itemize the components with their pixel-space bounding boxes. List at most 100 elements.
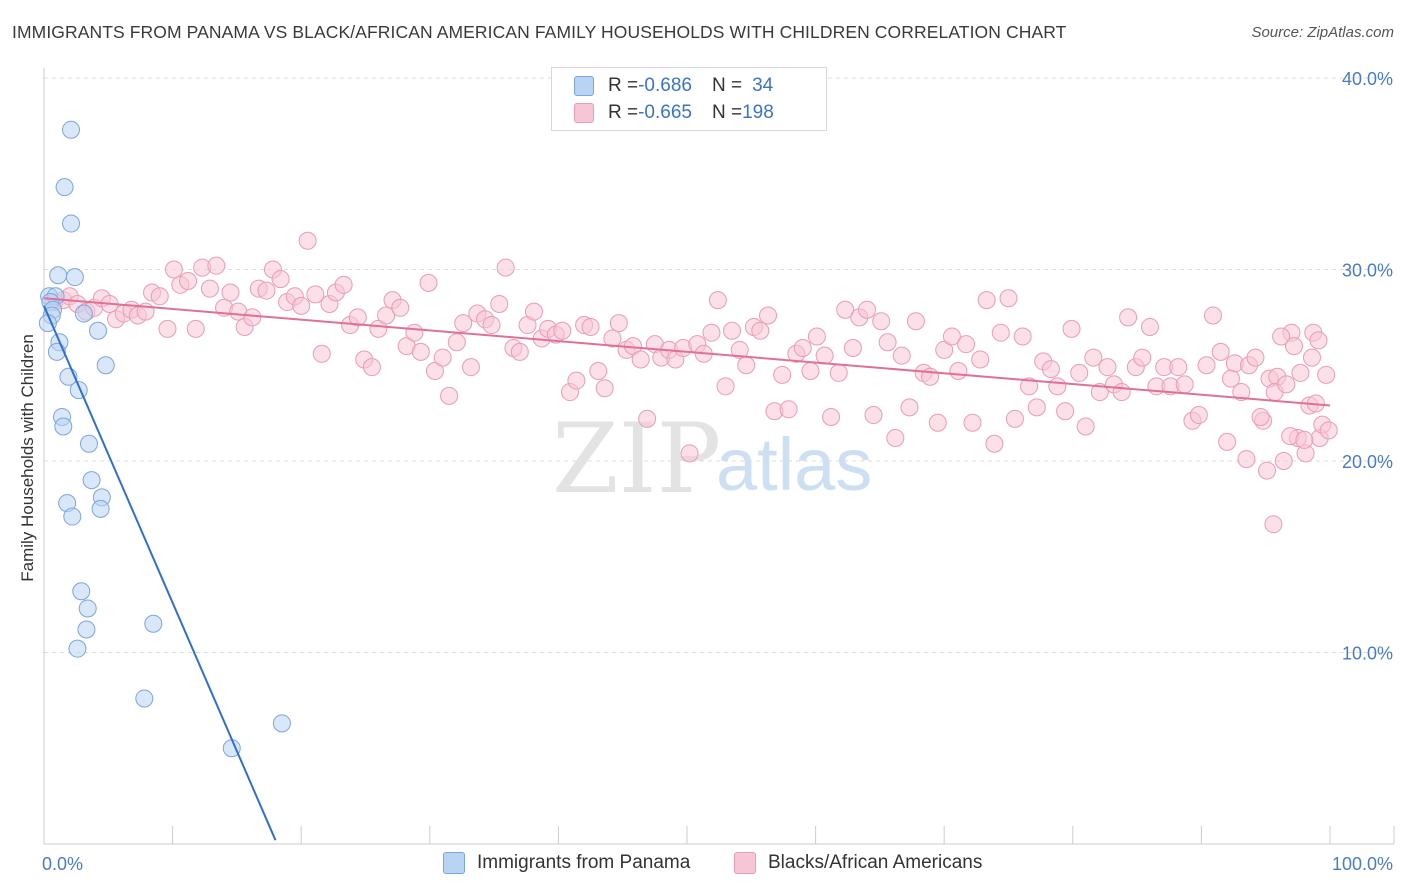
- data-point: [751, 321, 770, 340]
- data-point: [1319, 421, 1338, 440]
- data-point: [65, 268, 84, 287]
- data-point: [1020, 377, 1039, 396]
- data-point: [1274, 452, 1293, 470]
- data-point: [164, 260, 183, 279]
- data-point: [609, 314, 628, 333]
- data-point: [510, 342, 529, 361]
- chart-source: Source: ZipAtlas.com: [1251, 24, 1394, 41]
- data-point: [62, 214, 81, 233]
- data-point: [822, 407, 841, 426]
- bottom-legend-black: Blacks/African Americans: [734, 852, 982, 874]
- data-point: [369, 319, 388, 338]
- data-point: [1251, 407, 1270, 426]
- data-point: [553, 321, 572, 340]
- data-point: [391, 298, 410, 317]
- legend-r-label: R =: [608, 102, 639, 123]
- data-point: [949, 361, 968, 380]
- data-point: [1232, 383, 1251, 402]
- data-point: [872, 312, 891, 331]
- data-point: [1048, 377, 1067, 396]
- data-point: [581, 317, 600, 336]
- data-point: [1197, 356, 1216, 375]
- data-point: [1169, 358, 1188, 377]
- data-point: [1203, 306, 1222, 325]
- data-point: [603, 329, 622, 348]
- data-point: [935, 340, 954, 359]
- legend-n-label: N =: [711, 102, 743, 123]
- data-point: [928, 413, 947, 432]
- y-tick-label: 20.0%: [1342, 452, 1393, 472]
- data-point: [47, 342, 66, 361]
- data-point: [334, 275, 353, 294]
- legend-r-value: -0.686: [638, 75, 692, 96]
- data-point: [54, 417, 73, 436]
- y-tick-label: 30.0%: [1342, 261, 1393, 281]
- bottom-legend-panama: Immigrants from Panama: [443, 852, 690, 874]
- legend-box: R = -0.686 N = 34 R = -0.665 N = 198: [551, 67, 827, 131]
- data-point: [135, 689, 154, 708]
- legend-row-black: R = -0.665 N = 198: [574, 100, 774, 126]
- data-point: [1272, 327, 1291, 346]
- data-point: [221, 283, 240, 302]
- data-point: [801, 361, 820, 380]
- data-point: [257, 281, 276, 300]
- data-point: [886, 429, 905, 448]
- data-point: [1284, 337, 1303, 356]
- watermark-atlas: atlas: [716, 423, 872, 506]
- data-point: [1291, 363, 1310, 382]
- data-point: [49, 266, 68, 285]
- data-point: [985, 434, 1004, 453]
- data-point: [1309, 331, 1328, 350]
- y-tick-label: 10.0%: [1342, 644, 1393, 664]
- data-point: [433, 348, 452, 367]
- data-point: [957, 335, 976, 354]
- data-point: [730, 340, 749, 359]
- grid-layer: [44, 77, 1394, 653]
- axis-layer: [43, 68, 1395, 845]
- data-point: [63, 507, 82, 526]
- data-point: [892, 346, 911, 365]
- legend-r-label: R =: [608, 75, 639, 96]
- data-point: [454, 314, 473, 333]
- data-point: [829, 363, 848, 382]
- data-point: [878, 333, 897, 352]
- trend-layer: [43, 297, 1331, 841]
- x-tick-label: 100.0%: [1332, 854, 1393, 874]
- data-point: [1317, 365, 1336, 384]
- data-point: [1264, 515, 1283, 534]
- data-point: [496, 258, 515, 277]
- data-point: [836, 300, 855, 319]
- data-point: [490, 294, 509, 313]
- data-point: [971, 350, 990, 369]
- data-point: [96, 356, 115, 375]
- data-point: [1056, 402, 1075, 421]
- data-point: [186, 319, 205, 338]
- data-point: [72, 582, 91, 601]
- y-tick-label: 40.0%: [1342, 69, 1393, 89]
- chart-title: IMMIGRANTS FROM PANAMA VS BLACK/AFRICAN …: [12, 22, 1067, 42]
- data-point: [1112, 383, 1131, 402]
- data-point: [1133, 348, 1152, 367]
- data-point: [1175, 375, 1194, 394]
- data-point: [1027, 398, 1046, 417]
- data-point: [74, 304, 93, 323]
- data-point: [1119, 308, 1138, 327]
- data-point: [200, 279, 219, 298]
- data-point: [207, 256, 226, 275]
- data-point: [963, 413, 982, 432]
- data-point: [1076, 417, 1095, 436]
- data-point: [759, 306, 778, 325]
- data-point: [1295, 430, 1314, 449]
- bottom-legend-label-black: Blacks/African Americans: [768, 852, 983, 873]
- legend-n-value: 34: [752, 75, 774, 96]
- data-point: [999, 289, 1018, 308]
- data-point: [440, 386, 459, 405]
- trend-line-black: [43, 297, 1331, 407]
- data-point: [567, 371, 586, 390]
- bottom-legend-swatch-pink: [734, 852, 756, 874]
- data-point: [1218, 432, 1237, 451]
- data-point: [298, 231, 317, 250]
- data-point: [419, 273, 438, 292]
- data-point: [524, 302, 543, 321]
- data-point: [62, 120, 81, 139]
